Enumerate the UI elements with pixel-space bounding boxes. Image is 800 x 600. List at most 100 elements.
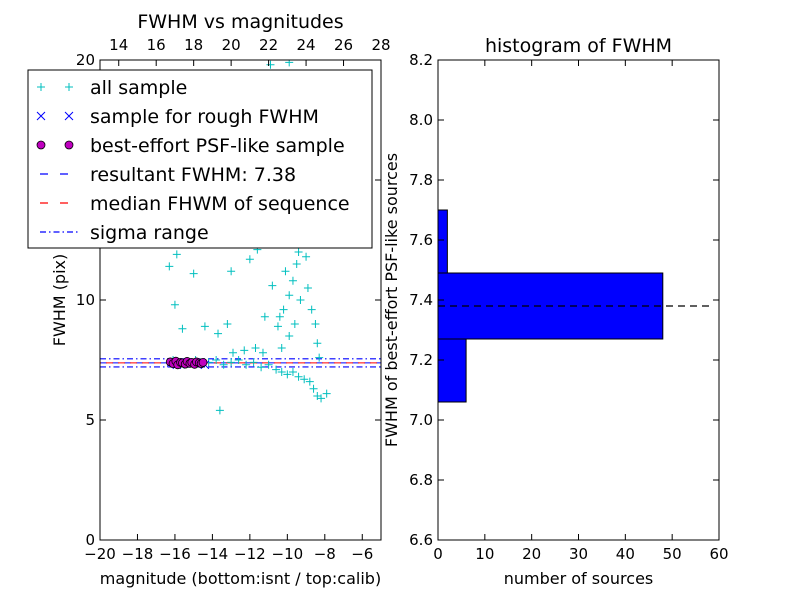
- scatter-point-s0-46: [275, 312, 284, 321]
- legend-handle-s0-0: [37, 83, 45, 91]
- histogram-ytick-label-7: 8.0: [409, 111, 433, 129]
- scatter-point-s0-49: [288, 276, 297, 285]
- histogram-y-axis-label: FWHM of best-effort PSF-like sources: [382, 153, 401, 447]
- legend-handle-s1-1: [64, 111, 74, 121]
- scatter-point-s0-35: [245, 255, 254, 264]
- scatter-point-s0-24: [317, 394, 326, 403]
- histogram-bar-0: [438, 338, 467, 403]
- scatter-point-s0-74: [266, 60, 275, 69]
- scatter-point-s0-16: [277, 368, 286, 376]
- scatter-point-s0-30: [165, 262, 174, 271]
- scatter-point-s0-12: [249, 358, 258, 367]
- scatter-point-s0-7: [212, 356, 221, 364]
- histogram-xtick-label-6: 60: [709, 545, 728, 563]
- scatter-point-s0-15: [272, 365, 281, 374]
- scatter-point-s0-9: [227, 358, 236, 367]
- scatter-point-s0-69: [277, 344, 286, 352]
- scatter-xtick-label-3: −14: [197, 545, 229, 563]
- scatter-top-xtick-label-3: 20: [222, 36, 241, 54]
- scatter-point-s0-20: [300, 375, 309, 384]
- histogram-ytick-label-5: 7.6: [409, 231, 433, 249]
- legend-handles: [36, 83, 80, 233]
- scatter-point-s0-66: [296, 296, 305, 304]
- histogram-ytick-label-8: 8.2: [409, 51, 433, 69]
- histogram-xtick-label-5: 50: [663, 545, 682, 563]
- scatter-point-s0-32: [172, 250, 181, 259]
- scatter-point-s0-73: [258, 348, 267, 357]
- scatter-xtick-label-0: −20: [84, 545, 116, 563]
- legend-label-rough-fwhm: sample for rough FWHM: [90, 106, 319, 128]
- scatter-xtick-label-6: −8: [314, 545, 336, 563]
- histogram-ytick-label-1: 6.8: [409, 471, 433, 489]
- legend-label-sigma-range: sigma range: [90, 222, 209, 244]
- histogram-data-layer: [438, 209, 712, 403]
- scatter-title: FWHM vs magnitudes: [137, 11, 343, 33]
- scatter-point-s0-38: [223, 320, 232, 328]
- legend-handle-s2-0: [36, 140, 46, 150]
- scatter-point-s0-41: [260, 312, 269, 321]
- scatter-point-s0-48: [285, 291, 294, 300]
- scatter-ytick-label-2: 10: [76, 291, 95, 309]
- scatter-xtick-label-7: −6: [351, 545, 373, 563]
- scatter-point-s0-59: [307, 305, 316, 314]
- scatter-point-s0-67: [290, 320, 299, 328]
- scatter-point-s0-65: [302, 252, 311, 261]
- histogram-xtick-label-1: 10: [475, 545, 494, 563]
- scatter-point-s0-62: [315, 353, 324, 362]
- scatter-point-s0-40: [200, 322, 209, 331]
- scatter-x-axis-label: magnitude (bottom:isnt / top:calib): [100, 569, 381, 588]
- scatter-ticks: −20 −18 −16 −14 −12 −10 −8 −6 14 16 18 20 22 24 26 28 0 5…: [76, 36, 391, 563]
- scatter-point-s0-28: [178, 324, 187, 333]
- scatter-y-axis-label: FWHM (pix): [50, 254, 69, 347]
- scatter-point-s0-19: [294, 372, 303, 381]
- scatter-point-s0-21: [305, 377, 314, 386]
- scatter-point-s0-31: [189, 269, 198, 278]
- scatter-point-s2-14: [198, 357, 208, 367]
- scatter-point-s0-18: [288, 368, 297, 376]
- scatter-point-s0-14: [264, 360, 273, 369]
- scatter-xtick-label-2: −16: [159, 545, 191, 563]
- scatter-xtick-label-1: −18: [122, 545, 154, 563]
- scatter-xtick-label-4: −12: [234, 545, 266, 563]
- legend-label-median-fwhm: median FHWM of sequence: [90, 193, 350, 215]
- scatter-panel: −20 −18 −16 −14 −12 −10 −8 −6 14 16 18 20 22 24 26 28 0 5…: [27, 11, 391, 588]
- histogram-xtick-label-0: 0: [433, 545, 443, 563]
- scatter-point-s0-25: [322, 389, 331, 398]
- histogram-bar-2: [438, 209, 448, 274]
- scatter-top-xtick-label-0: 14: [109, 36, 128, 54]
- scatter-point-s0-22: [309, 384, 318, 393]
- scatter-point-s0-27: [170, 300, 179, 309]
- scatter-point-s0-26: [215, 406, 224, 415]
- scatter-point-s0-10: [234, 356, 243, 364]
- histogram-ytick-label-6: 7.8: [409, 171, 433, 189]
- histogram-x-axis-label: number of sources: [504, 569, 654, 588]
- histogram-ticks: 0 10 20 30 40 50 60 6.6 6.8 7.0 7.2 7.4 7.6 7.8 8.0 8.2: [409, 51, 728, 563]
- histogram-xtick-label-4: 40: [616, 545, 635, 563]
- scatter-point-s0-71: [240, 346, 249, 355]
- scatter-point-s0-68: [285, 332, 294, 340]
- histogram-ytick-label-0: 6.6: [409, 531, 433, 549]
- scatter-point-s0-11: [242, 360, 251, 369]
- scatter-ytick-label-4: 20: [76, 51, 95, 69]
- scatter-xtick-label-5: −10: [272, 545, 304, 563]
- histogram-ytick-label-4: 7.4: [409, 291, 433, 309]
- histogram-panel: 0 10 20 30 40 50 60 6.6 6.8 7.0 7.2 7.4 7.6 7.8 8.0 8.2…: [382, 35, 729, 588]
- scatter-point-s0-72: [251, 344, 260, 352]
- legend-label-psf-sample: best-effort PSF-like sample: [90, 135, 345, 157]
- scatter-ytick-label-1: 5: [85, 411, 95, 429]
- scatter-point-s0-39: [214, 329, 223, 338]
- legend-handle-s0-1: [65, 83, 73, 91]
- scatter-top-xtick-label-5: 24: [297, 36, 316, 54]
- scatter-point-s0-64: [281, 267, 290, 276]
- scatter-point-s0-17: [283, 370, 292, 379]
- scatter-point-s0-60: [311, 320, 320, 328]
- scatter-point-s0-47: [279, 305, 288, 314]
- legend-label-resultant-fwhm: resultant FWHM: 7.38: [90, 164, 296, 186]
- legend-handle-s2-1: [64, 140, 74, 150]
- scatter-point-s0-50: [292, 260, 301, 268]
- scatter-ytick-label-0: 0: [85, 531, 95, 549]
- scatter-point-s0-63: [268, 281, 277, 290]
- scatter-legend: all sample sample for rough FWHM best-ef…: [27, 69, 373, 249]
- histogram-xtick-label-3: 30: [569, 545, 588, 563]
